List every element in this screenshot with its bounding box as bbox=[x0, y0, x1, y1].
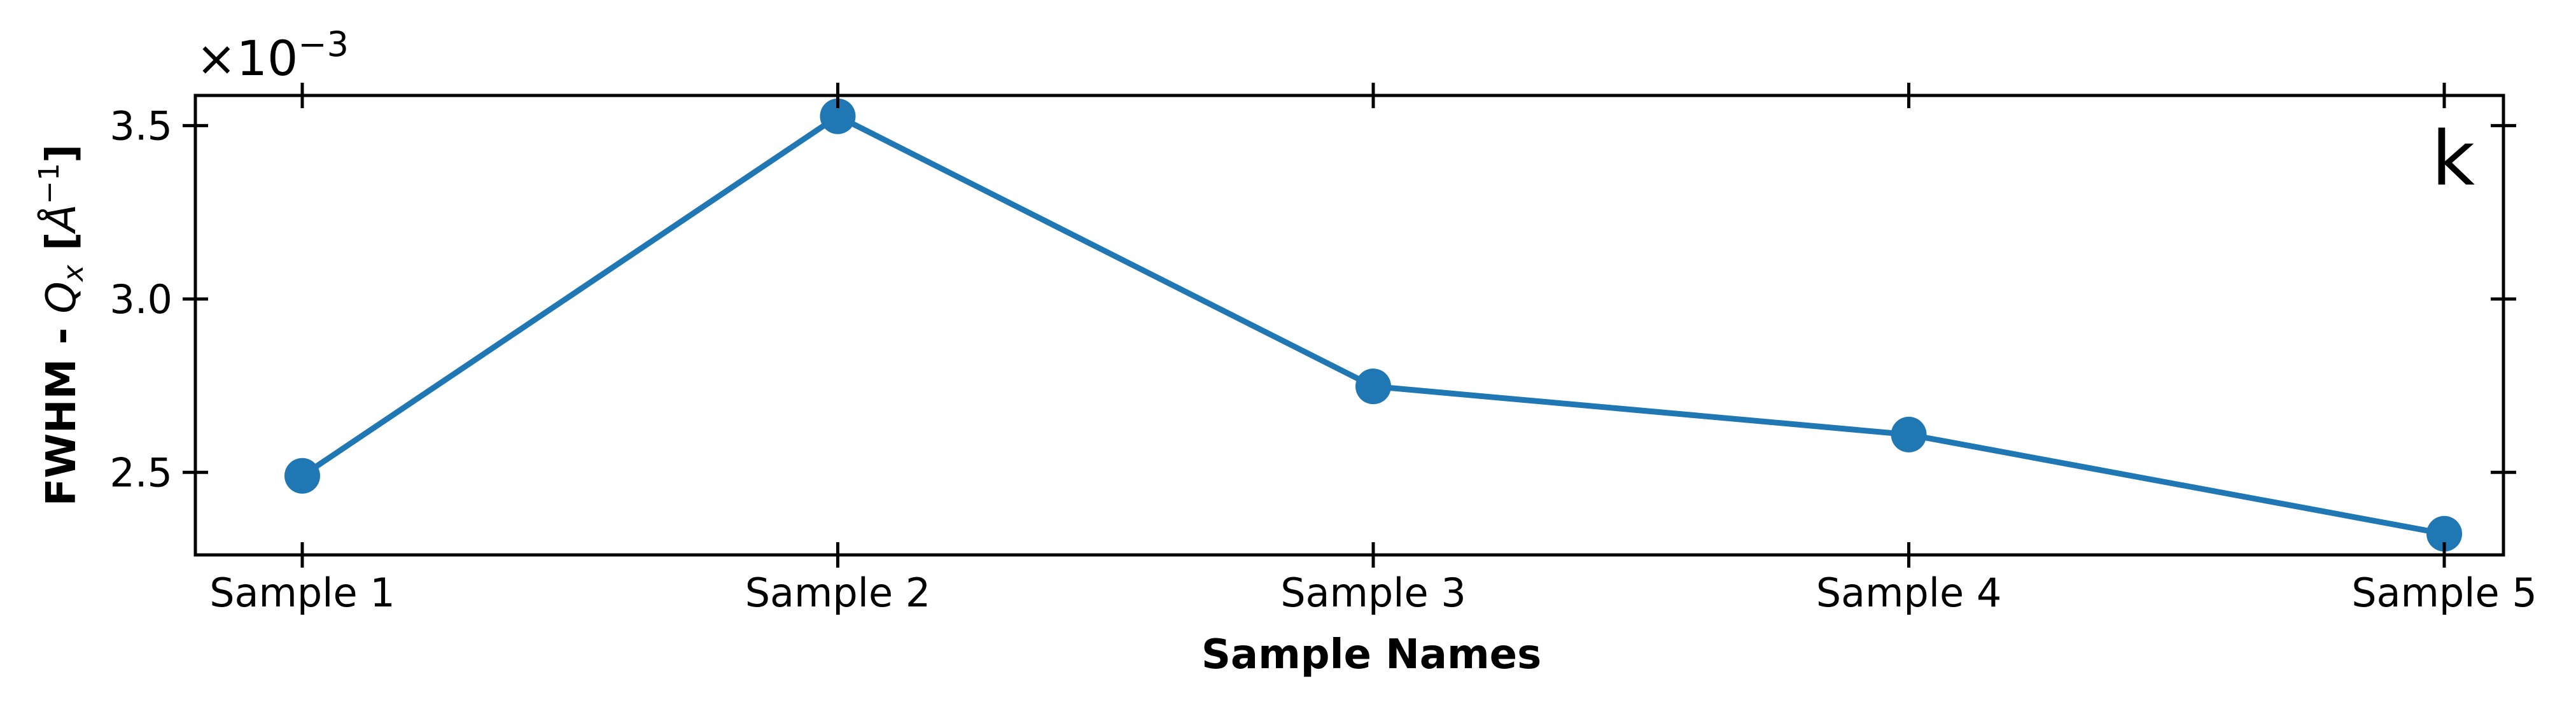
panel-label: k bbox=[2432, 115, 2475, 202]
y-axis-title: FWHM - Qx [Å−1] bbox=[33, 144, 90, 507]
y-tick-label: 2.5 bbox=[109, 449, 172, 496]
y-tick-label: 3.0 bbox=[109, 276, 172, 323]
x-tick-label: Sample 4 bbox=[1816, 570, 2002, 616]
x-tick-label: Sample 2 bbox=[745, 570, 931, 616]
data-point bbox=[1891, 416, 1927, 452]
series-line bbox=[300, 113, 2445, 537]
x-axis: Sample 1 Sample 2 Sample 3 Sample 4 Sample 5 bbox=[209, 83, 2537, 616]
x-tick-label: Sample 5 bbox=[2351, 570, 2537, 616]
y-axis-title-prefix: FWHM - bbox=[38, 314, 85, 507]
x-tick-label: Sample 3 bbox=[1280, 570, 1466, 616]
plot-layer bbox=[284, 98, 2462, 552]
data-point bbox=[284, 458, 320, 494]
y-axis-title-sub: x bbox=[57, 264, 90, 283]
x-axis-title: Sample Names bbox=[1201, 631, 1541, 678]
y-axis-title-sup: −1 bbox=[33, 163, 66, 204]
y-tick-label: 3.5 bbox=[109, 102, 172, 149]
data-point bbox=[2426, 515, 2462, 552]
y-axis: 2.5 3.0 3.5 bbox=[109, 102, 2516, 496]
y-axis-title-unit: Å bbox=[37, 204, 85, 235]
x-tick-label: Sample 1 bbox=[209, 570, 395, 616]
data-point bbox=[820, 98, 856, 134]
plot-frame bbox=[193, 94, 2505, 557]
y-axis-title-close: ] bbox=[38, 144, 85, 163]
data-point bbox=[1355, 368, 1391, 405]
y-multiplier-exp: −3 bbox=[298, 24, 349, 64]
y-multiplier: ×10−3 bbox=[196, 24, 349, 87]
y-multiplier-base: ×10 bbox=[196, 30, 298, 87]
y-axis-title-var: Q bbox=[38, 281, 85, 313]
y-axis-title-open: [ bbox=[38, 232, 85, 265]
